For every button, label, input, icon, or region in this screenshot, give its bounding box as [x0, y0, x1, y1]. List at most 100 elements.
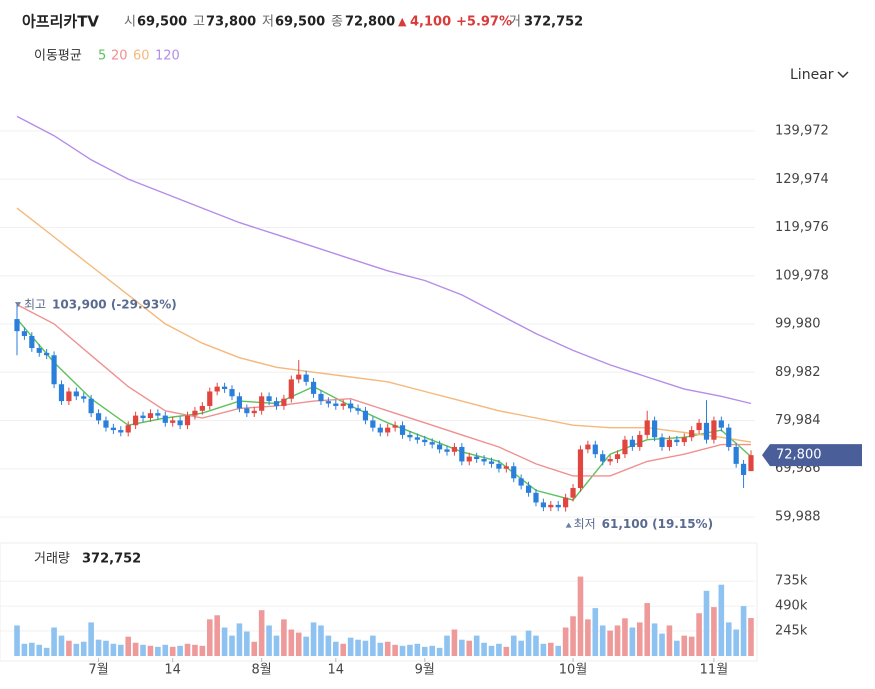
x-tick-label: 14 — [164, 663, 181, 678]
candle-body — [81, 396, 87, 399]
candle-body — [548, 504, 554, 508]
ma-line — [16, 115, 752, 405]
volume-bar — [14, 625, 20, 656]
low-marker — [565, 522, 572, 528]
candle-body — [711, 420, 717, 440]
volume-bar — [140, 644, 146, 656]
volume-bar — [117, 644, 124, 656]
volume-bar — [103, 640, 109, 656]
high-annotation-label: 최고 — [24, 298, 46, 312]
volume-value: 372,752 — [524, 15, 583, 30]
header-item-value: 73,800 — [206, 15, 256, 30]
volume-bar — [644, 603, 650, 656]
candle-body — [251, 410, 257, 414]
candle-body — [474, 456, 480, 460]
volume-bar — [459, 639, 465, 656]
volume-bar — [510, 635, 517, 656]
candle-body — [58, 384, 65, 402]
volume-bar — [51, 627, 57, 656]
y-tick-label: 129,974 — [775, 172, 829, 187]
candle-body — [585, 444, 591, 450]
volume-bar — [525, 630, 532, 656]
volume-bar — [36, 644, 43, 656]
candle-body — [370, 420, 376, 428]
ma-line — [16, 303, 751, 477]
candle-body — [66, 391, 72, 402]
volume-bar — [80, 641, 87, 656]
high-annotation-text: 103,900 (-29.93%) — [52, 298, 177, 312]
candle-body — [51, 355, 57, 385]
candle-body — [414, 437, 420, 440]
candle-body — [21, 331, 28, 336]
volume-tick-label: 245k — [775, 624, 808, 639]
volume-bar — [340, 643, 347, 656]
volume-bar — [481, 642, 487, 656]
volume-caption-value: 372,752 — [82, 552, 141, 567]
candle-body — [333, 403, 339, 406]
volume-bar — [310, 622, 317, 656]
candle-body — [570, 487, 576, 498]
volume-bar — [132, 642, 139, 656]
candle-body — [422, 439, 428, 443]
volume-bar — [273, 635, 280, 656]
candle-body — [622, 439, 628, 455]
volume-bar — [414, 643, 421, 656]
volume-bar — [392, 644, 398, 656]
candle-body — [229, 389, 235, 397]
candle-body — [666, 439, 673, 447]
up-arrow: ▲ — [398, 15, 407, 28]
volume-bar — [614, 625, 621, 656]
candle-body — [488, 461, 495, 464]
candle-body — [540, 502, 546, 508]
candle-body — [192, 410, 198, 416]
header-item-label: 종 — [331, 15, 343, 30]
candle-body — [689, 430, 695, 438]
volume-bar — [740, 606, 747, 656]
volume-bar — [377, 642, 384, 656]
volume-bar — [288, 629, 295, 656]
candle-body — [614, 454, 621, 460]
candle-body — [177, 420, 183, 426]
volume-bar — [436, 647, 443, 656]
candle-body — [726, 427, 732, 447]
volume-bar — [229, 635, 235, 656]
volume-bar — [696, 613, 702, 656]
candle-body — [162, 415, 168, 423]
candle-body — [36, 348, 42, 353]
candle-body — [73, 391, 79, 397]
volume-bar — [607, 630, 613, 656]
volume-caption: 거래량 — [34, 552, 70, 567]
candle-body — [644, 420, 650, 435]
stock-name: 아프리카TV — [22, 13, 99, 31]
volume-bar — [206, 619, 213, 656]
volume-bar — [221, 627, 228, 656]
header-item-label: 시 — [124, 15, 136, 30]
x-tick-label: 10월 — [559, 663, 588, 678]
candle-body — [718, 420, 724, 428]
candle-body — [348, 403, 354, 409]
volume-bar — [748, 618, 754, 656]
volume-bar — [325, 635, 332, 656]
candle-body — [118, 430, 124, 433]
volume-bar — [651, 623, 658, 656]
candle-body — [303, 374, 309, 382]
candle-body — [703, 422, 710, 440]
candle-body — [429, 442, 435, 445]
ma-legend-entry: 20 — [111, 49, 128, 64]
low-annotation-label: 최저 — [574, 517, 596, 531]
candle-body — [392, 425, 398, 428]
candle-body — [385, 427, 391, 433]
volume-bar — [592, 608, 599, 656]
chevron[interactable] — [837, 71, 849, 79]
header-item-value: 69,500 — [137, 15, 187, 30]
y-tick-label: 109,978 — [775, 268, 829, 283]
scale-mode[interactable]: Linear — [790, 67, 834, 83]
candle-body — [607, 459, 613, 462]
volume-bar — [251, 641, 258, 656]
volume-bar — [384, 641, 391, 656]
candle-body — [481, 459, 487, 462]
candle-body — [436, 444, 443, 450]
change-pct: +5.97% — [456, 15, 512, 30]
high-marker — [15, 302, 21, 308]
